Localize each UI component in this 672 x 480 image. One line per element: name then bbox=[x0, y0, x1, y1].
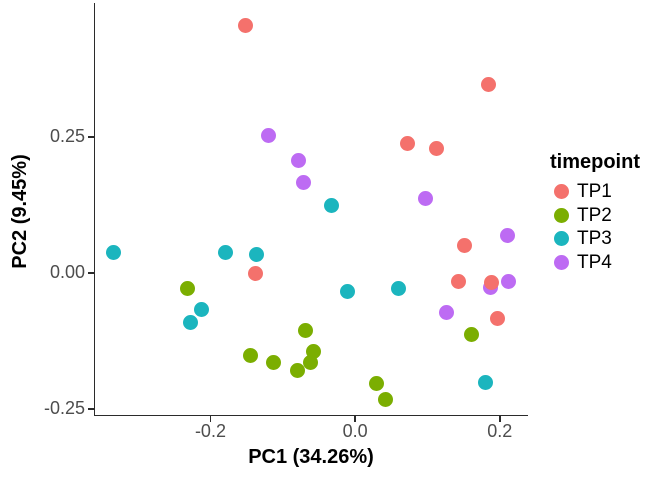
legend-entry-tp4: TP4 bbox=[550, 251, 640, 275]
data-point-tp2 bbox=[378, 392, 393, 408]
data-point-tp4 bbox=[499, 228, 515, 244]
x-tick-mark bbox=[209, 416, 212, 422]
legend-entries: TP1 TP2 TP3 TP4 bbox=[550, 180, 640, 274]
data-point-tp2 bbox=[290, 363, 306, 379]
legend-entry-label: TP4 bbox=[577, 251, 612, 273]
data-point-tp2 bbox=[368, 376, 384, 392]
data-point-tp3 bbox=[182, 315, 198, 331]
data-point-tp3 bbox=[323, 198, 339, 214]
legend-key-dot bbox=[554, 254, 569, 270]
data-point-tp4 bbox=[439, 304, 455, 320]
data-point-tp1 bbox=[428, 141, 444, 157]
data-point-tp1 bbox=[483, 274, 499, 290]
legend-entry-tp2: TP2 bbox=[550, 204, 640, 228]
legend-entry-tp3: TP3 bbox=[550, 227, 640, 251]
x-tick-label: 0.2 bbox=[487, 421, 513, 441]
data-point-tp2 bbox=[265, 355, 281, 371]
data-point-tp1 bbox=[480, 76, 496, 92]
data-point-tp3 bbox=[106, 245, 122, 261]
legend: timepoint TP1 TP2 TP3 TP4 bbox=[550, 150, 640, 274]
y-tick-mark bbox=[88, 272, 94, 274]
data-point-tp1 bbox=[247, 266, 263, 282]
legend-key-dot bbox=[554, 231, 569, 247]
x-tick-mark bbox=[499, 416, 501, 422]
legend-entry-label: TP2 bbox=[577, 204, 612, 226]
x-axis-title: PC1 (34.26%) bbox=[248, 446, 374, 468]
legend-entry-label: TP1 bbox=[577, 181, 612, 202]
data-point-tp1 bbox=[456, 238, 472, 254]
data-point-tp3 bbox=[477, 375, 493, 391]
data-point-tp2 bbox=[297, 322, 313, 338]
data-point-tp2 bbox=[179, 281, 195, 297]
data-point-tp4 bbox=[500, 273, 516, 289]
data-point-tp1 bbox=[238, 18, 254, 34]
data-point-tp1 bbox=[451, 273, 467, 289]
y-axis-title: PC2 (9.45%) bbox=[9, 154, 31, 269]
data-point-tp3 bbox=[339, 284, 355, 300]
x-tick-label: -0.2 bbox=[194, 421, 226, 441]
y-tick-label: -0.25 bbox=[43, 397, 85, 418]
data-point-tp4 bbox=[291, 153, 307, 169]
data-point-tp1 bbox=[400, 136, 416, 152]
data-point-tp2 bbox=[302, 354, 318, 370]
data-point-tp2 bbox=[243, 347, 259, 363]
legend-entry-label: TP3 bbox=[577, 228, 612, 249]
x-tick-mark bbox=[354, 416, 356, 422]
data-point-tp3 bbox=[391, 281, 407, 297]
data-point-tp4 bbox=[260, 128, 276, 144]
legend-entry-tp1: TP1 bbox=[550, 180, 640, 204]
y-tick-label: 0.00 bbox=[49, 261, 85, 282]
plot-panel bbox=[94, 3, 528, 416]
data-point-tp3 bbox=[248, 247, 264, 263]
data-point-tp2 bbox=[464, 327, 480, 343]
legend-title: timepoint bbox=[550, 151, 640, 173]
data-point-tp1 bbox=[490, 310, 506, 326]
data-point-tp3 bbox=[194, 302, 210, 318]
legend-key-dot bbox=[554, 207, 569, 223]
data-point-tp3 bbox=[218, 245, 234, 261]
data-point-tp4 bbox=[295, 174, 311, 190]
data-point-tp4 bbox=[417, 191, 433, 207]
y-tick-mark bbox=[88, 408, 94, 410]
y-tick-label: 0.25 bbox=[49, 125, 85, 146]
legend-key-dot bbox=[554, 184, 569, 200]
y-tick-mark bbox=[88, 136, 94, 138]
x-tick-label: 0.0 bbox=[342, 421, 368, 441]
